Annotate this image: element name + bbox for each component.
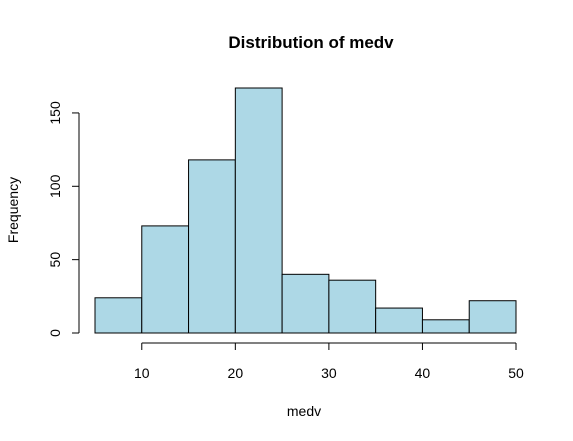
chart-title: Distribution of medv — [228, 33, 394, 52]
histogram-bar — [141, 225, 190, 334]
histogram-bar — [328, 279, 377, 334]
y-tick-label: 0 — [47, 329, 63, 337]
y-tick-label: 50 — [47, 252, 63, 268]
histogram-bar — [234, 87, 283, 334]
bars — [94, 87, 517, 334]
y-tick-label: 100 — [47, 174, 63, 198]
y-axis: 0 50 100 150 — [47, 101, 80, 337]
histogram-bar — [421, 319, 470, 334]
histogram-bar — [375, 307, 423, 334]
x-tick-label: 30 — [321, 365, 337, 381]
x-axis: 10 20 30 40 50 — [134, 342, 524, 381]
y-axis-label: Frequency — [5, 177, 21, 243]
x-tick-label: 50 — [508, 365, 524, 381]
y-tick-label: 150 — [47, 101, 63, 125]
histogram-bar — [281, 273, 330, 334]
x-tick-label: 40 — [415, 365, 431, 381]
histogram-bar — [94, 297, 143, 334]
x-axis-label: medv — [287, 403, 321, 419]
histogram-bar — [188, 159, 236, 334]
x-tick-label: 10 — [134, 365, 150, 381]
x-tick-label: 20 — [228, 365, 244, 381]
histogram-bar — [468, 300, 517, 334]
